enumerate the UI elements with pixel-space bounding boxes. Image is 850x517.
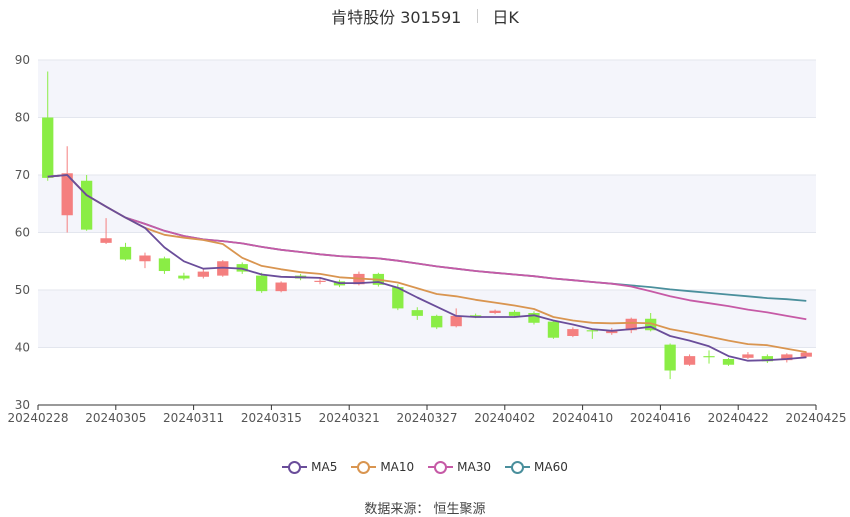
data-source-note: 数据来源： 恒生聚源 <box>364 502 486 517</box>
x-tick-label: 20240305 <box>85 411 146 425</box>
candle-body <box>528 313 540 323</box>
x-tick-label: 20240327 <box>396 411 457 425</box>
candle-body <box>61 173 73 216</box>
legend-item-ma60[interactable]: MA60 <box>505 460 568 474</box>
grid-band <box>38 60 816 118</box>
x-tick-label: 20240321 <box>319 411 380 425</box>
legend-item-ma30[interactable]: MA30 <box>428 460 491 474</box>
candle-body <box>197 271 209 277</box>
title-separator <box>477 9 479 23</box>
legend-item-ma10[interactable]: MA10 <box>351 460 414 474</box>
candle-body <box>42 117 54 178</box>
candle-body <box>100 238 112 243</box>
candle-body <box>178 275 190 279</box>
candle-body <box>664 344 676 371</box>
candle-body <box>625 318 637 331</box>
candle-body <box>469 315 482 317</box>
x-tick-label: 20240228 <box>7 411 68 425</box>
y-tick-label: 70 <box>15 168 30 182</box>
candle-body <box>761 356 774 362</box>
legend-swatch <box>428 460 454 474</box>
x-tick-label: 20240315 <box>241 411 302 425</box>
series-line-ma30 <box>47 174 807 321</box>
candle-body <box>742 354 754 358</box>
chart-period-label: 日K <box>492 8 519 27</box>
candle-body <box>392 287 404 309</box>
legend-label: MA5 <box>311 460 338 474</box>
chart-legend: MA5 MA10 MA30 MA60 <box>0 458 850 476</box>
grid-band <box>38 175 816 233</box>
series-line-ma5 <box>47 174 807 362</box>
y-tick-label: 40 <box>15 341 30 355</box>
legend-item-ma5[interactable]: MA5 <box>282 460 337 474</box>
candle-body <box>431 315 443 328</box>
series-line-ma10 <box>47 174 807 353</box>
legend-label: MA60 <box>534 460 568 474</box>
chart-title: 肯特股份 301591 <box>331 8 462 27</box>
chart-title-row: 肯特股份 301591 日K <box>0 4 850 28</box>
y-tick-label: 90 <box>15 53 30 67</box>
legend-swatch <box>351 460 377 474</box>
candle-body <box>411 310 423 316</box>
legend-swatch <box>282 460 308 474</box>
y-tick-label: 80 <box>15 111 30 125</box>
candle-body <box>158 258 171 272</box>
grid-band <box>38 290 816 348</box>
candle-body <box>645 318 657 331</box>
candle-body <box>586 330 598 332</box>
candle-body <box>256 275 268 292</box>
candle-body <box>547 321 560 338</box>
candle-body <box>450 315 462 327</box>
legend-label: MA10 <box>380 460 415 474</box>
x-tick-label: 20240410 <box>552 411 613 425</box>
candle-body <box>722 359 735 365</box>
x-tick-label: 20240422 <box>708 411 769 425</box>
candle-body <box>683 356 696 365</box>
candle-body <box>275 282 287 292</box>
y-tick-label: 50 <box>15 283 30 297</box>
candle-body <box>703 356 715 358</box>
y-tick-label: 30 <box>15 398 30 412</box>
candle-body <box>781 354 793 361</box>
x-tick-label: 20240416 <box>630 411 691 425</box>
candle-body <box>800 352 812 357</box>
candle-body <box>567 329 579 336</box>
legend-swatch <box>505 460 531 474</box>
candle-body <box>314 280 326 282</box>
candle-body <box>80 180 93 230</box>
y-tick-label: 60 <box>15 226 30 240</box>
x-tick-label: 20240425 <box>785 411 846 425</box>
candle-body <box>139 255 151 262</box>
x-tick-label: 20240311 <box>163 411 224 425</box>
legend-label: MA30 <box>457 460 492 474</box>
candle-body <box>489 310 501 313</box>
candle-body <box>508 311 521 316</box>
x-tick-label: 20240402 <box>474 411 535 425</box>
candle-body <box>119 246 132 260</box>
